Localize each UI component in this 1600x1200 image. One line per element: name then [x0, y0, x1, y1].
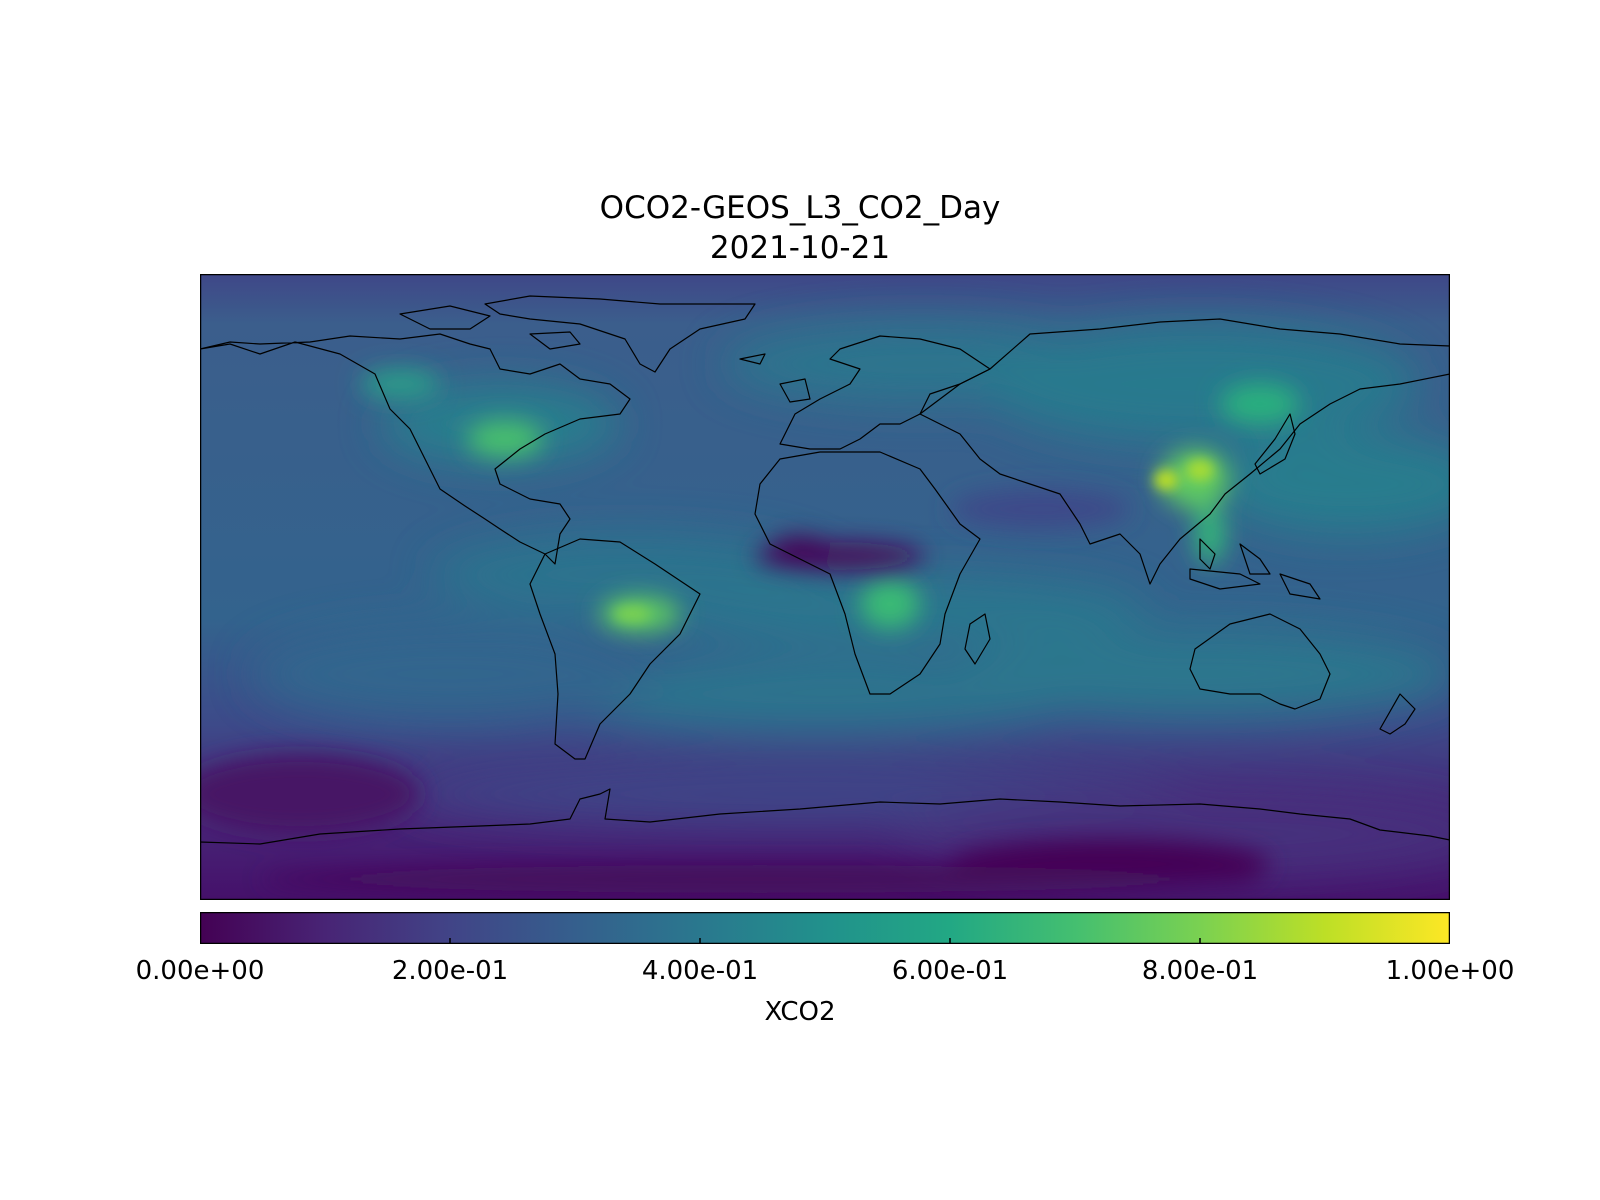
south-america-coast: [529, 538, 701, 760]
colorbar-ticks: [200, 938, 1450, 944]
new-zealand-coast: [1379, 693, 1416, 735]
arctic-islands: [399, 305, 766, 365]
colorbar-tick-label: 4.00e-01: [641, 956, 759, 986]
colorbar-tick-label: 1.00e+00: [1385, 956, 1515, 986]
colorbar-tick-label: 6.00e-01: [891, 956, 1009, 986]
concentration-field: [250, 324, 1450, 879]
asia-coast: [919, 318, 1450, 585]
colorbar: [200, 912, 1450, 944]
colorbar-label: XCO2: [764, 997, 836, 1027]
xco2-map: [200, 274, 1450, 900]
antarctica-coast: [200, 788, 1450, 845]
north-america-coast: [200, 333, 631, 565]
africa-coast: [754, 451, 981, 695]
low-regions: [200, 489, 1270, 893]
map-title: OCO2-GEOS_L3_CO2_Day: [599, 190, 1001, 226]
colorbar-tick-label: 2.00e-01: [391, 956, 509, 986]
colorbar-gradient: [200, 912, 1450, 944]
map-date: 2021-10-21: [709, 230, 891, 266]
hotspots: [614, 459, 1214, 622]
europe-coast: [779, 335, 991, 450]
coastlines: [200, 295, 1450, 845]
madagascar-coast: [964, 613, 991, 665]
colorbar-tick-label: 8.00e-01: [1141, 956, 1259, 986]
japan-coast: [1254, 413, 1296, 475]
colorbar-tick-label: 0.00e+00: [135, 956, 265, 986]
australia-coast: [1189, 613, 1331, 710]
southeast-asia-islands: [1189, 538, 1321, 600]
greenland-coast: [484, 295, 756, 373]
